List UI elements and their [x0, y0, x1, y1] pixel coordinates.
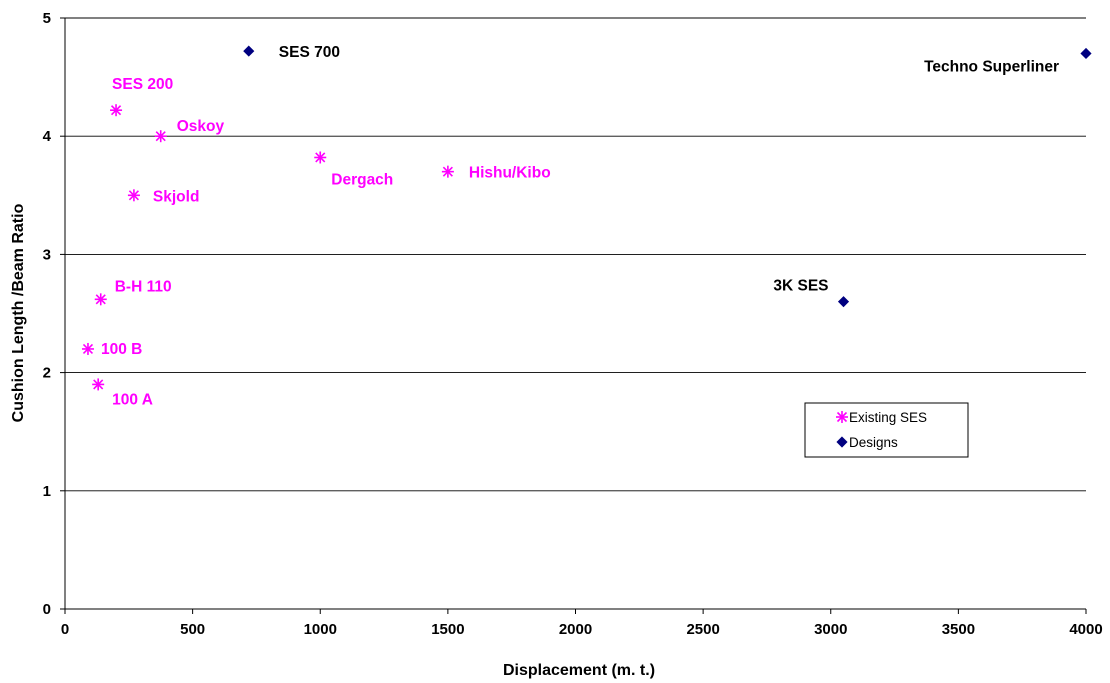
x-tick-label: 2000 — [559, 621, 592, 638]
point-label: SES 700 — [279, 44, 340, 61]
point-label: Techno Superliner — [924, 58, 1059, 75]
point-label: 100 B — [101, 341, 142, 358]
design-point — [1080, 47, 1092, 60]
existing-ses-point — [314, 151, 327, 164]
gridlines — [65, 17, 1086, 492]
point-label: Skjold — [153, 188, 200, 205]
x-tick-label: 1500 — [431, 621, 464, 638]
y-tick-label: 2 — [43, 365, 51, 382]
y-tick-label: 5 — [43, 10, 51, 27]
existing-ses-point — [154, 130, 167, 143]
x-tick-label: 2500 — [686, 621, 719, 638]
legend-label: Existing SES — [849, 410, 927, 425]
y-tick-label: 1 — [43, 483, 51, 500]
tick-labels: 0 1 2 3 4 5 0 500 1000 1500 2000 2500 3000 3500 4000 — [43, 10, 1103, 638]
point-label: 3K SES — [773, 278, 828, 295]
x-axis-title: Displacement (m. t.) — [503, 662, 655, 679]
x-tick-label: 0 — [61, 621, 69, 638]
point-label: SES 200 — [112, 76, 173, 93]
existing-ses-point — [110, 104, 123, 117]
point-label: B-H 110 — [115, 278, 172, 295]
point-label: Dergach — [331, 171, 393, 188]
y-tick-label: 0 — [43, 601, 51, 618]
y-tick-label: 3 — [43, 246, 51, 263]
existing-ses-point — [127, 189, 140, 202]
legend-box — [804, 402, 969, 458]
x-tick-label: 3000 — [814, 621, 847, 638]
x-tick-label: 500 — [180, 621, 205, 638]
legend: Existing SES Designs — [804, 402, 969, 458]
point-label: Oskoy — [177, 118, 225, 135]
x-tick-label: 4000 — [1069, 621, 1102, 638]
point-label: 100 A — [112, 391, 153, 408]
axes — [60, 17, 1087, 614]
existing-ses-point — [94, 293, 107, 306]
design-point — [837, 296, 850, 308]
y-tick-label: 4 — [43, 128, 52, 145]
x-tick-label: 1000 — [304, 621, 337, 638]
point-labels: SES 200 Oskoy Skjold Dergach Hishu/Kibo B-H 1… — [101, 44, 1059, 408]
y-axis-title: Cushion Length /Beam Ratio — [10, 203, 27, 422]
existing-ses-point — [441, 165, 454, 178]
existing-ses-point — [81, 342, 94, 355]
data-points — [81, 45, 1092, 391]
design-point — [243, 45, 255, 57]
legend-label: Designs — [849, 435, 898, 450]
existing-ses-point — [92, 378, 105, 391]
legend-existing-ses-marker — [836, 411, 848, 423]
x-tick-label: 3500 — [942, 621, 975, 638]
legend-designs-marker — [836, 436, 848, 448]
point-label: Hishu/Kibo — [469, 165, 551, 182]
